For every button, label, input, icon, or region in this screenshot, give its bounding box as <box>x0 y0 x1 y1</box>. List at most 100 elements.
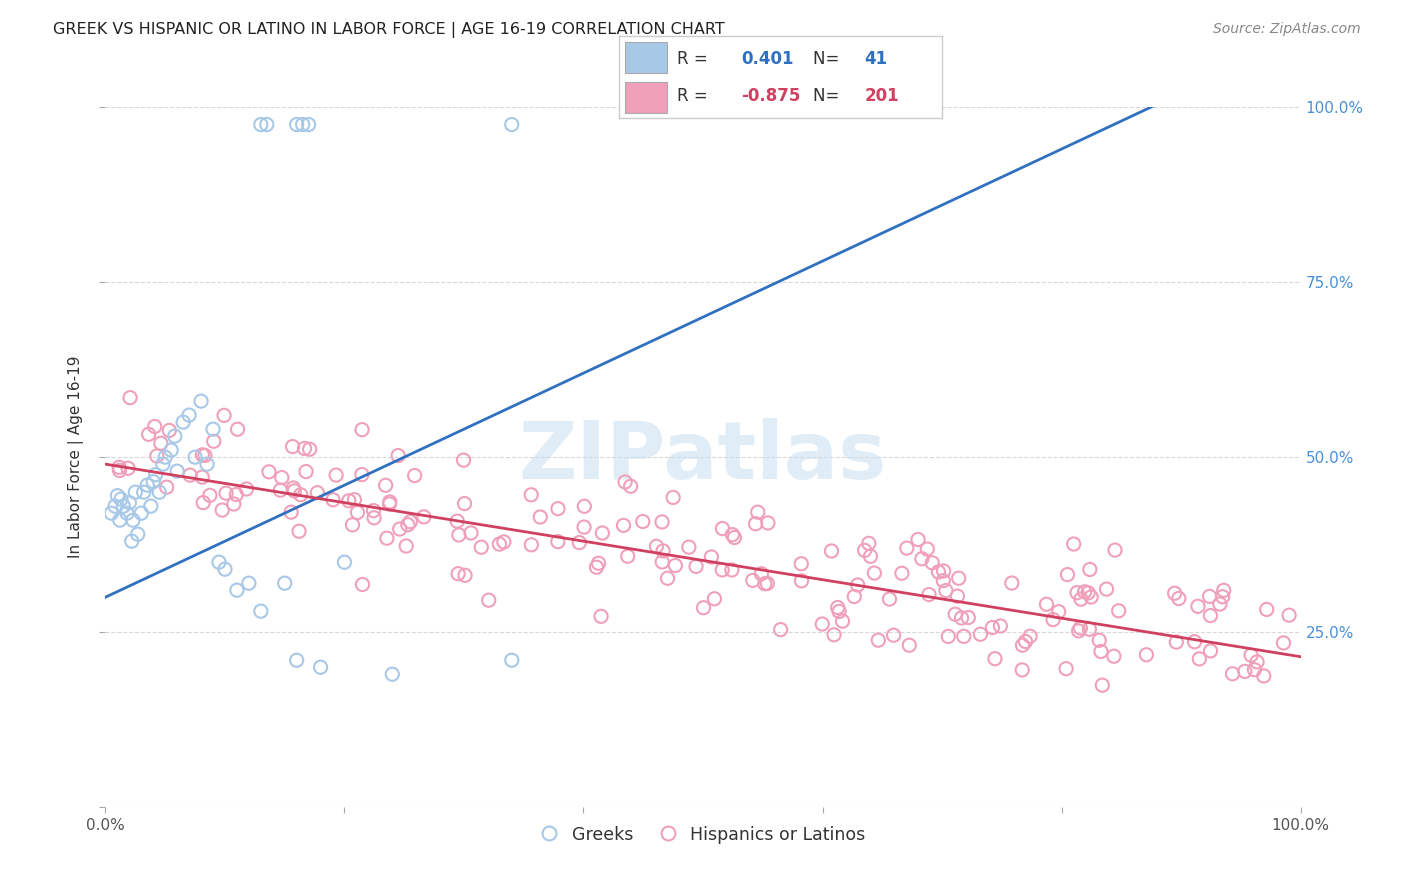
Point <box>932 574 955 588</box>
Point <box>294 442 316 456</box>
Point <box>520 538 543 552</box>
Point <box>1070 592 1092 607</box>
Point <box>631 515 654 529</box>
Point <box>591 526 613 541</box>
Point <box>283 483 305 498</box>
Point <box>121 534 143 549</box>
Point <box>831 614 853 628</box>
Point <box>589 609 612 624</box>
Point <box>152 457 174 471</box>
Point <box>612 518 634 533</box>
Point <box>711 563 734 577</box>
Point <box>700 549 723 564</box>
Point <box>820 544 842 558</box>
Point <box>388 522 411 536</box>
Point <box>1184 634 1206 648</box>
Point <box>1078 622 1101 636</box>
Point <box>142 475 165 489</box>
Point <box>166 464 188 478</box>
Point <box>1095 582 1118 596</box>
Point <box>1090 644 1112 658</box>
Point <box>273 576 295 591</box>
Point <box>907 533 929 547</box>
Point <box>352 577 374 591</box>
Point <box>270 470 292 484</box>
Point <box>470 540 492 554</box>
Point <box>652 544 675 558</box>
Point <box>281 440 304 454</box>
Point <box>952 629 974 643</box>
Point <box>325 468 347 483</box>
Point <box>153 450 177 464</box>
Point <box>568 535 591 549</box>
Point <box>309 660 332 674</box>
Point <box>193 495 215 509</box>
Point <box>163 429 186 443</box>
Point <box>890 566 912 581</box>
Point <box>1088 633 1111 648</box>
Point <box>957 610 980 624</box>
Point <box>225 583 249 598</box>
Point <box>1091 678 1114 692</box>
Point <box>703 591 725 606</box>
Point <box>139 499 162 513</box>
Point <box>721 563 744 577</box>
Point <box>936 630 959 644</box>
Point <box>1047 605 1070 619</box>
Point <box>191 470 214 484</box>
Point <box>547 501 569 516</box>
Point <box>202 434 225 449</box>
Point <box>1102 649 1125 664</box>
Point <box>616 549 638 564</box>
Point <box>211 503 233 517</box>
Point <box>136 478 159 492</box>
Point <box>250 118 273 132</box>
Point <box>678 540 700 554</box>
Point <box>100 506 122 520</box>
Point <box>723 531 745 545</box>
Point <box>859 549 882 564</box>
Point <box>143 419 166 434</box>
Point <box>117 461 139 475</box>
Point <box>1080 590 1102 604</box>
Point <box>138 427 160 442</box>
Point <box>1209 597 1232 611</box>
Point <box>215 486 238 500</box>
Point <box>157 424 180 438</box>
Point <box>1198 590 1220 604</box>
Point <box>1188 652 1211 666</box>
Point <box>363 510 385 524</box>
Point <box>453 453 475 467</box>
Point <box>614 475 637 489</box>
Point <box>651 555 673 569</box>
Point <box>711 522 734 536</box>
Point <box>238 576 260 591</box>
Point <box>298 118 321 132</box>
Point <box>1066 585 1088 599</box>
Point <box>1167 591 1189 606</box>
Point <box>378 497 401 511</box>
Point <box>396 517 419 532</box>
Point <box>501 118 523 132</box>
Point <box>1063 537 1085 551</box>
Point <box>352 423 374 437</box>
Point <box>132 485 155 500</box>
Point <box>256 118 278 132</box>
Point <box>935 583 957 598</box>
Point <box>827 600 849 615</box>
Point <box>756 576 779 591</box>
Point <box>212 409 235 423</box>
Point <box>214 562 236 576</box>
Text: Source: ZipAtlas.com: Source: ZipAtlas.com <box>1213 22 1361 37</box>
Point <box>288 524 311 539</box>
Point <box>744 516 766 531</box>
Point <box>883 628 905 642</box>
Point <box>195 457 218 471</box>
Point <box>868 633 890 648</box>
Point <box>990 619 1012 633</box>
Point <box>921 556 943 570</box>
Point <box>1001 576 1024 591</box>
Point <box>898 638 921 652</box>
Point <box>454 568 477 582</box>
Point <box>179 468 201 483</box>
